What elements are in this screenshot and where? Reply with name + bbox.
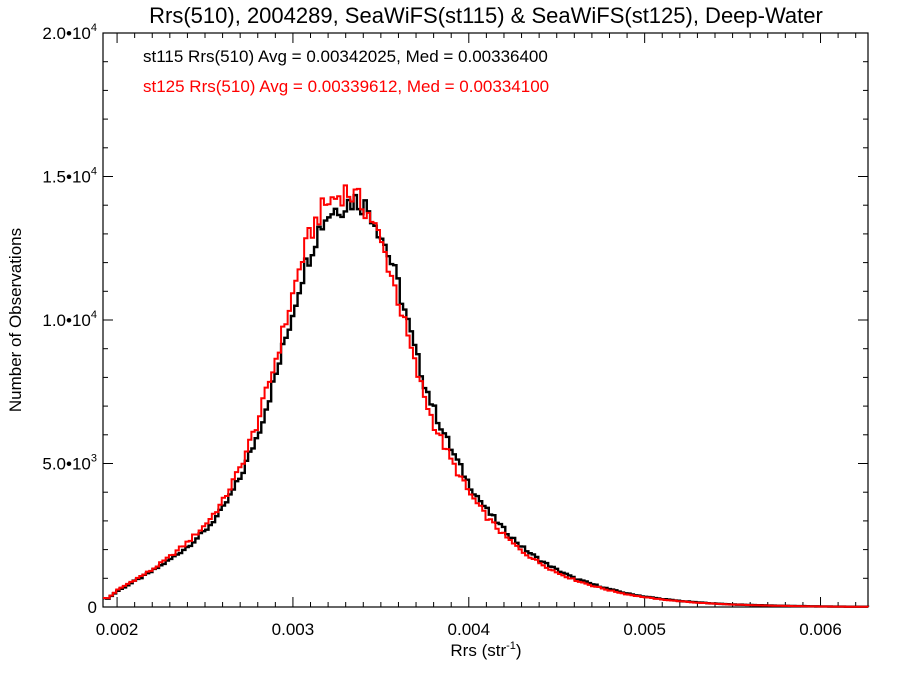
y-tick-label: 2.0•104: [42, 22, 97, 43]
series-st125-histogram: [103, 184, 869, 608]
y-tick-label: 1.5•104: [42, 166, 97, 187]
x-tick-label: 0.006: [799, 620, 842, 639]
chart-title: Rrs(510), 2004289, SeaWiFS(st115) & SeaW…: [149, 3, 823, 28]
y-tick-label: 5.0•103: [42, 453, 97, 474]
stats-annotation-st115: st115 Rrs(510) Avg = 0.00342025, Med = 0…: [143, 47, 548, 66]
x-tick-label: 0.004: [448, 620, 491, 639]
x-axis-label-exponent: -1: [506, 640, 516, 652]
x-tick-label: 0.002: [96, 620, 139, 639]
y-tick-label: 0: [88, 598, 97, 617]
series-st115-histogram: [103, 193, 870, 608]
stats-annotation-st125: st125 Rrs(510) Avg = 0.00339612, Med = 0…: [143, 77, 549, 96]
x-axis: 0.002 0.003 0.004 0.005 0.006: [96, 33, 857, 639]
y-axis: 0 5.0•103 1.0•104 1.5•104 2.0•104: [42, 22, 868, 617]
x-tick-label: 0.005: [623, 620, 666, 639]
x-axis-label-tail: ): [516, 641, 522, 660]
series-layer: [103, 184, 870, 608]
y-axis-label: Number of Observations: [6, 228, 25, 412]
y-tick-label: 1.0•104: [42, 309, 97, 330]
x-tick-label: 0.003: [272, 620, 315, 639]
x-axis-label: Rrs (str-1): [450, 640, 521, 660]
